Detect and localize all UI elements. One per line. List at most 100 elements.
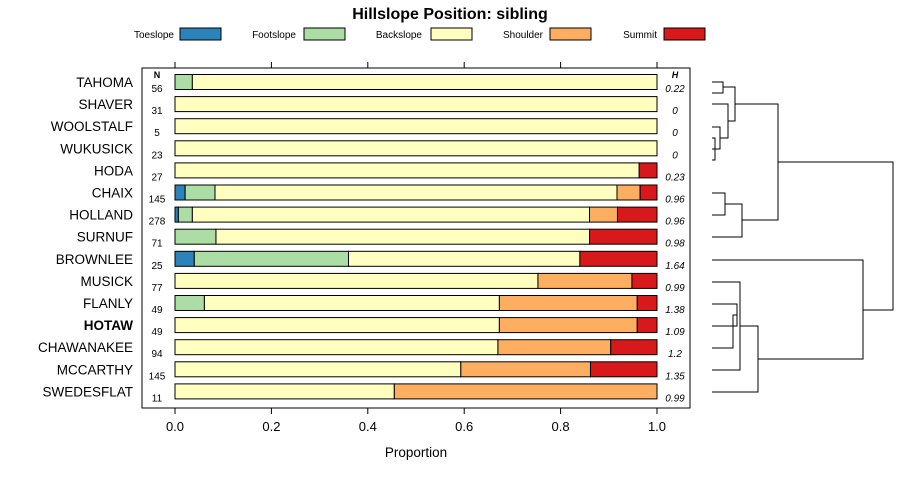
bar-segment-shoulder bbox=[498, 317, 638, 334]
bar-segment-backslope bbox=[174, 96, 658, 113]
bar-segment-backslope bbox=[174, 162, 640, 179]
bar-segment-backslope bbox=[174, 140, 658, 157]
legend-label-backslope: Backslope bbox=[376, 30, 423, 41]
bar-segment-shoulder bbox=[589, 206, 618, 223]
row-label: WUKUSICK bbox=[60, 141, 133, 156]
dendrogram-branch bbox=[712, 203, 743, 238]
row-chaix: CHAIX 145 0.96 bbox=[92, 184, 685, 206]
row-label: HODA bbox=[94, 163, 133, 178]
row-shaver: SHAVER 31 0 bbox=[78, 96, 678, 117]
n-count: 77 bbox=[151, 283, 163, 294]
row-label: HOTAW bbox=[84, 318, 133, 333]
bar-segment-backslope bbox=[203, 295, 500, 311]
h-entropy: 1.64 bbox=[665, 261, 685, 272]
row-brownlee: BROWNLEE 25 1.64 bbox=[56, 250, 685, 272]
row-label: SURNUF bbox=[77, 230, 133, 245]
row-label: BROWNLEE bbox=[56, 252, 133, 267]
h-entropy: 0.23 bbox=[665, 172, 685, 183]
n-count: 5 bbox=[154, 128, 160, 139]
bar-segment-shoulder bbox=[497, 339, 612, 356]
dendrogram-branch bbox=[712, 259, 864, 360]
legend-label-footslope: Footslope bbox=[252, 30, 296, 41]
bar-segment-backslope bbox=[348, 250, 581, 267]
legend-swatch-toeslope bbox=[179, 27, 222, 41]
n-count: 49 bbox=[151, 327, 163, 338]
h-entropy: 0.98 bbox=[665, 239, 685, 250]
n-count: 31 bbox=[151, 106, 163, 117]
n-count: 23 bbox=[151, 150, 163, 161]
x-axis-title: Proportion bbox=[385, 445, 447, 460]
legend-swatch-footslope bbox=[303, 27, 346, 41]
bar-segment-shoulder bbox=[537, 272, 633, 289]
h-entropy: 0 bbox=[672, 150, 678, 161]
dendrogram-branch bbox=[712, 325, 759, 393]
bar-segment-shoulder bbox=[393, 383, 658, 400]
bar-segment-summit bbox=[579, 250, 658, 267]
dendrogram-branch bbox=[735, 103, 779, 221]
dendrogram-branch bbox=[712, 192, 726, 216]
bar-segment-backslope bbox=[174, 383, 395, 400]
h-entropy: 1.38 bbox=[665, 305, 685, 316]
x-tick-label: 0.2 bbox=[262, 419, 280, 434]
h-column-header: H bbox=[672, 70, 679, 80]
h-entropy: 0 bbox=[672, 128, 678, 139]
h-entropy: 1.35 bbox=[665, 371, 685, 382]
n-column-header: N bbox=[154, 70, 161, 80]
row-label: WOOLSTALF bbox=[51, 119, 133, 134]
row-chawanakee: CHAWANAKEE 94 1.2 bbox=[38, 339, 682, 360]
legend-swatch-backslope bbox=[430, 27, 473, 41]
x-tick-label: 0.8 bbox=[552, 419, 570, 434]
dendrogram-branch bbox=[712, 137, 716, 161]
bar-segment-backslope bbox=[174, 339, 499, 356]
row-label: CHAWANAKEE bbox=[38, 340, 133, 355]
legend-swatch-shoulder bbox=[549, 27, 592, 41]
row-musick: MUSICK 77 0.99 bbox=[80, 272, 685, 294]
bar-segment-backslope bbox=[214, 184, 618, 201]
legend-swatch-summit bbox=[663, 27, 706, 41]
bar-segment-footslope bbox=[174, 295, 205, 311]
row-hoda: HODA 27 0.23 bbox=[94, 162, 685, 183]
row-wukusick: WUKUSICK 23 0 bbox=[60, 140, 678, 161]
n-count: 94 bbox=[151, 349, 163, 360]
bar-segment-shoulder bbox=[498, 295, 638, 311]
bar-segment-footslope bbox=[193, 250, 350, 267]
bar-segment-footslope bbox=[184, 184, 216, 201]
row-mccarthy: MCCARTHY 145 1.35 bbox=[57, 361, 685, 382]
bar-segment-summit bbox=[631, 272, 658, 289]
bar-segment-backslope bbox=[174, 361, 462, 378]
n-count: 27 bbox=[151, 172, 163, 183]
x-axis: 0.0 0.2 0.4 0.6 0.8 1.0 bbox=[166, 62, 666, 434]
bar-segment-backslope bbox=[191, 206, 591, 223]
bar-segment-toeslope bbox=[174, 184, 186, 201]
bar-segment-footslope bbox=[177, 206, 193, 223]
bar-segment-footslope bbox=[174, 228, 217, 245]
row-label: MUSICK bbox=[80, 274, 133, 289]
bar-segment-summit bbox=[636, 295, 658, 311]
bar-segment-backslope bbox=[191, 74, 658, 90]
bar-segment-footslope bbox=[174, 74, 193, 90]
row-label: TAHOMA bbox=[76, 75, 133, 90]
h-entropy: 1.2 bbox=[668, 349, 682, 360]
bar-segment-summit bbox=[638, 162, 658, 179]
bar-segment-backslope bbox=[174, 118, 658, 135]
row-tahoma: TAHOMA 56 0.22 bbox=[76, 74, 685, 95]
bar-segment-summit bbox=[610, 339, 658, 356]
legend-label-shoulder: Shoulder bbox=[503, 30, 544, 41]
plot-frame bbox=[141, 67, 691, 409]
x-tick-label: 0.4 bbox=[359, 419, 377, 434]
bar-segment-backslope bbox=[215, 228, 591, 245]
dendrogram-branch bbox=[712, 314, 737, 349]
row-hotaw: HOTAW 49 1.09 bbox=[84, 317, 685, 338]
bar-segment-summit bbox=[589, 361, 658, 378]
n-count: 11 bbox=[152, 393, 163, 404]
bar-segment-backslope bbox=[174, 317, 500, 334]
h-entropy: 0.22 bbox=[665, 84, 685, 95]
row-label: HOLLAND bbox=[69, 208, 133, 223]
bar-segment-toeslope bbox=[174, 206, 179, 223]
h-entropy: 0.99 bbox=[665, 283, 685, 294]
dendrogram-branch bbox=[778, 161, 894, 311]
legend: Toeslope Footslope Backslope Shoulder Summit bbox=[134, 27, 706, 41]
chart-title: Hillslope Position: sibling bbox=[352, 6, 548, 23]
row-label: SWEDESFLAT bbox=[42, 384, 133, 399]
